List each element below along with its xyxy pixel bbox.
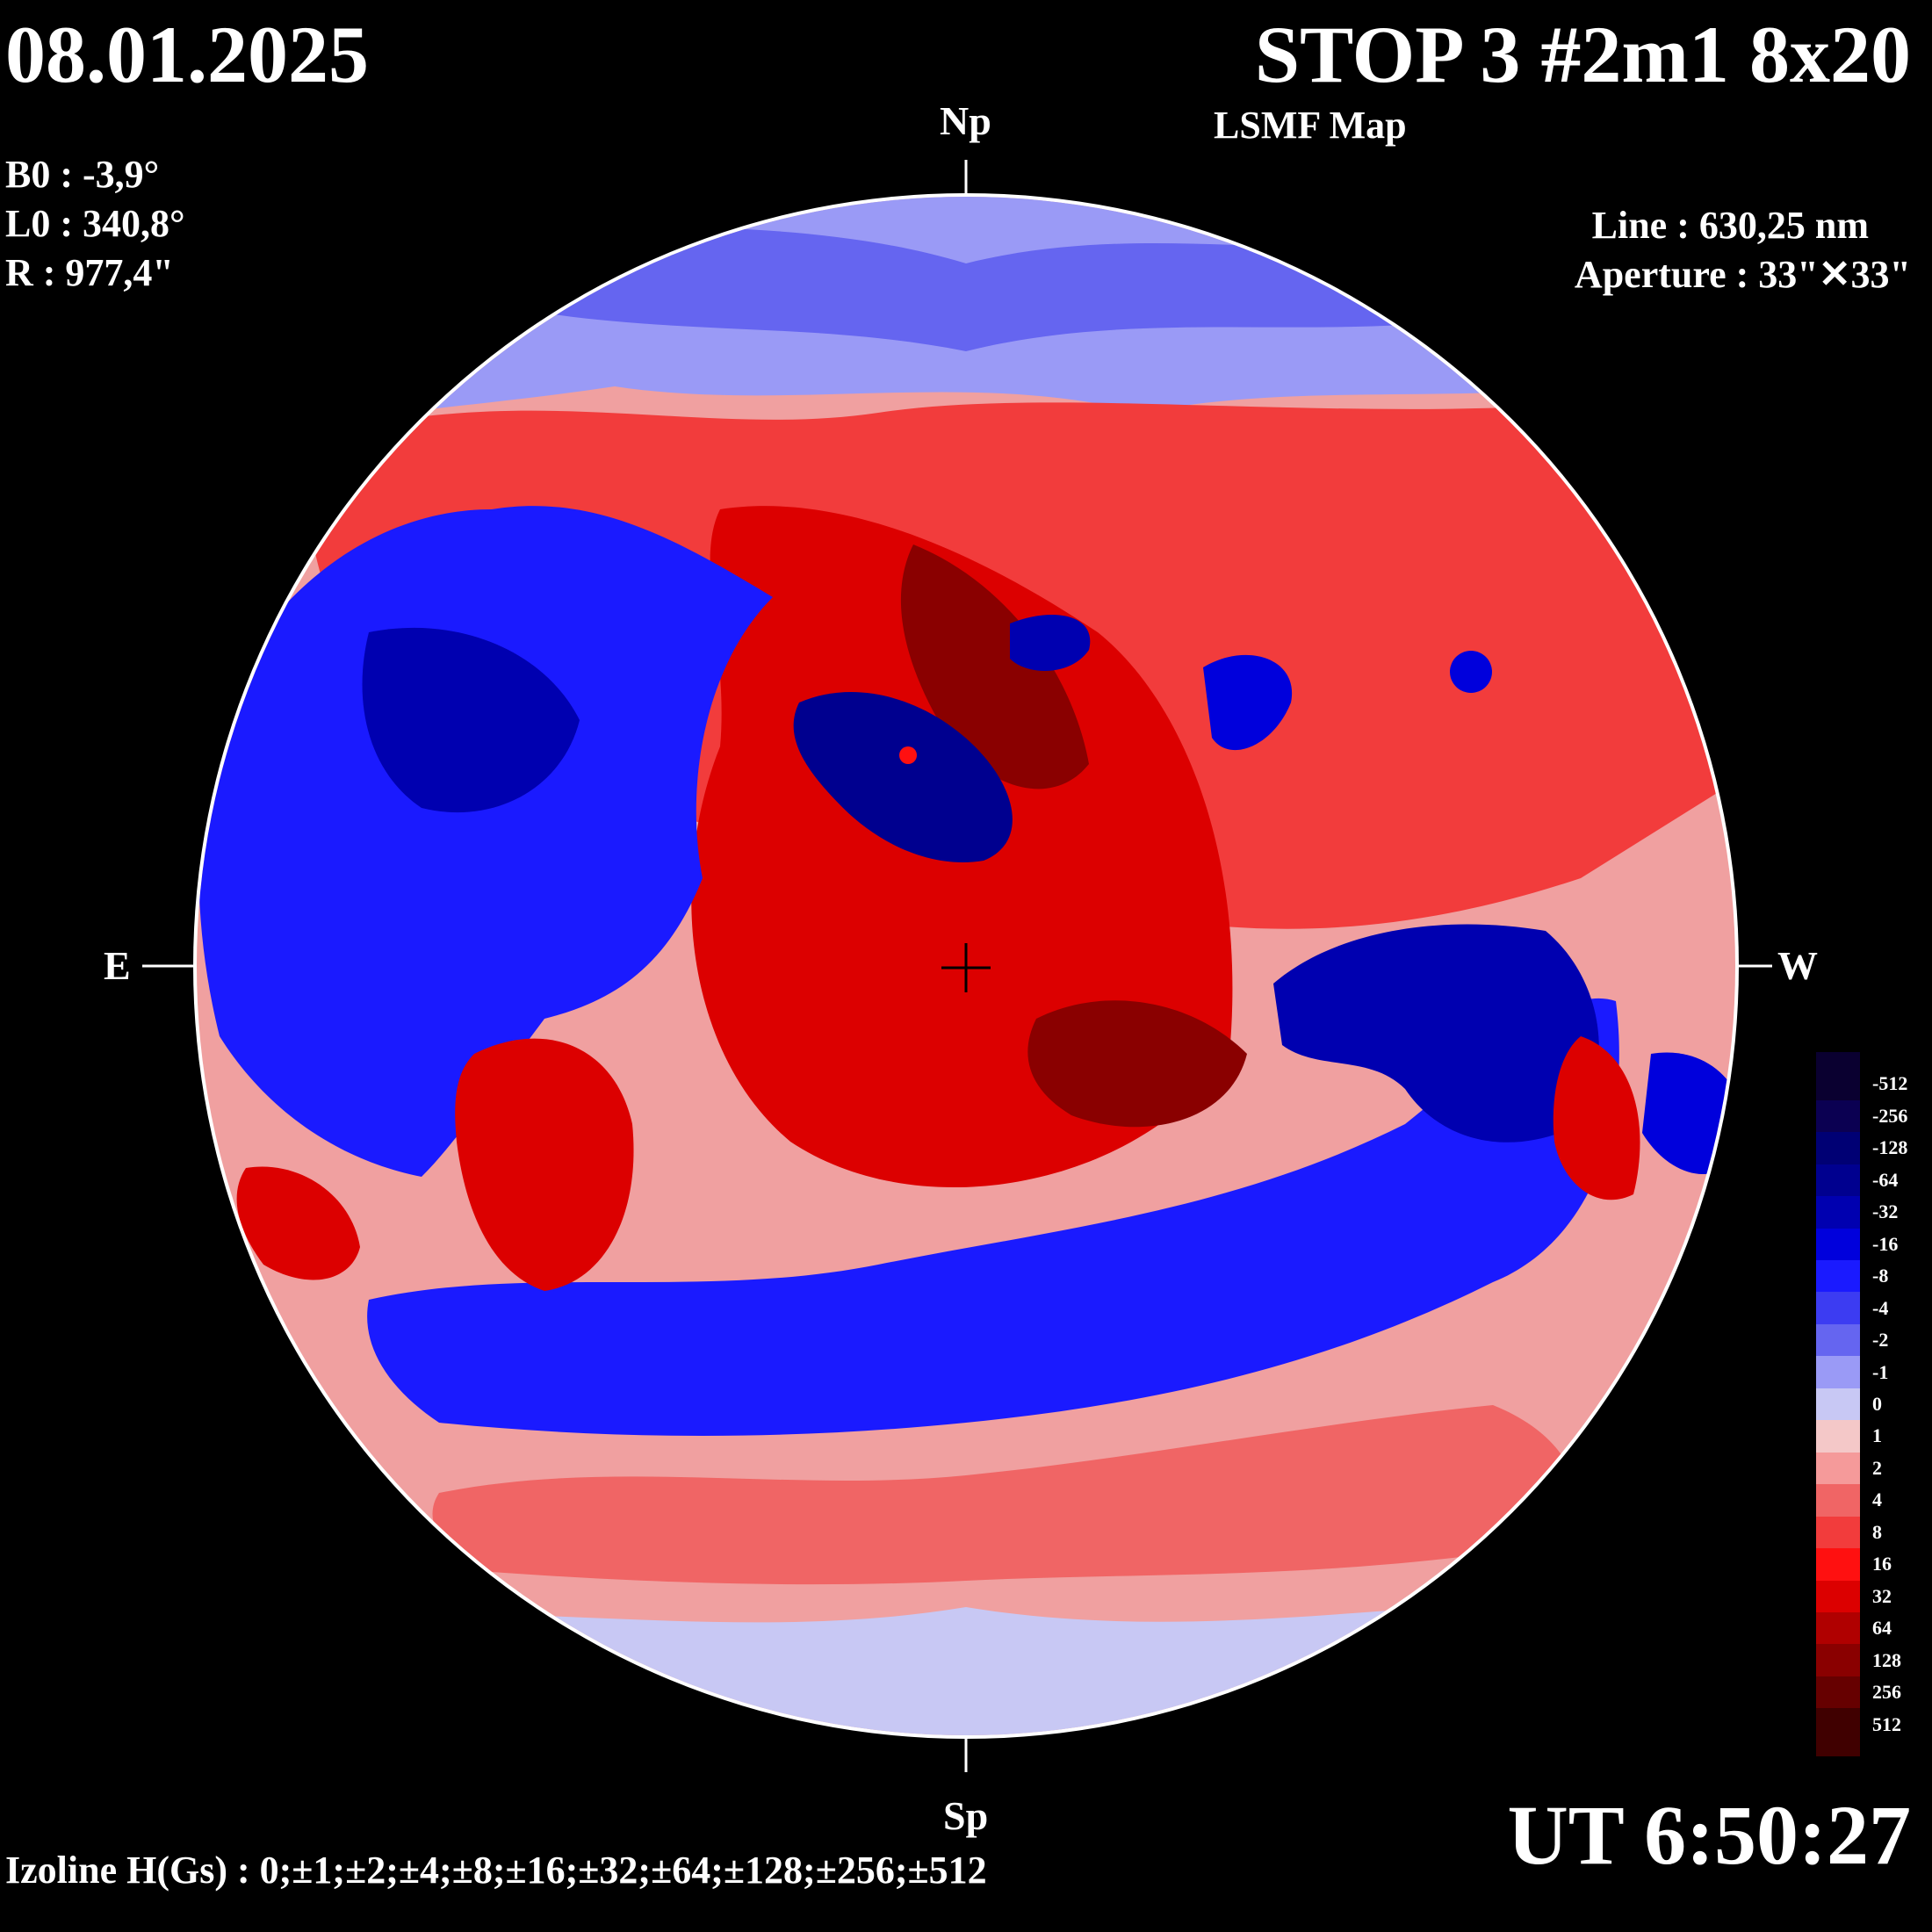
legend-label: -2: [1872, 1329, 1889, 1352]
legend-swatch: [1816, 1580, 1860, 1613]
east-label: E: [104, 943, 131, 988]
legend-label: 256: [1872, 1681, 1901, 1704]
color-scale-legend: -512 -256 -128 -64 -32 -16 -8 -4 -2 -1 0 1 2 4 8 16 32 64…: [1816, 1052, 1913, 1756]
l0-value: L0 : 340,8°: [5, 202, 185, 245]
negative-core-center: [793, 692, 1013, 862]
west-label: W: [1777, 943, 1818, 988]
map-title: STOP 3 #2m1 8x20: [1254, 10, 1911, 99]
b0-value: B0 : -3,9°: [5, 153, 160, 196]
legend-swatch: [1816, 1323, 1860, 1358]
legend-swatch: [1816, 1259, 1860, 1294]
legend-swatch: [1816, 1644, 1860, 1677]
legend-swatch: [1816, 1099, 1860, 1134]
legend-swatch: [1816, 1484, 1860, 1517]
legend-label: 0: [1872, 1393, 1882, 1415]
izoline-levels: Izoline H(Gs) : 0;±1;±2;±4;±8;±16;±32;±6…: [5, 1849, 987, 1892]
negative-region-west: [1273, 924, 1599, 1143]
legend-swatch: [1816, 1420, 1860, 1453]
legend-swatch: [1816, 1164, 1860, 1198]
legend-label: -512: [1872, 1072, 1908, 1095]
positive-island-east-limb: [236, 1166, 360, 1280]
legend-swatch: [1816, 1548, 1860, 1582]
legend-swatch: [1816, 1452, 1860, 1486]
legend-swatch: [1816, 1356, 1860, 1389]
negative-patch-north-1: [1010, 615, 1091, 671]
legend-label: -1: [1872, 1360, 1889, 1383]
legend-label: 32: [1872, 1584, 1892, 1607]
legend-swatch: [1816, 1516, 1860, 1550]
legend-swatch: [1816, 1132, 1860, 1165]
legend-label: 64: [1872, 1617, 1892, 1640]
legend-label: 128: [1872, 1648, 1901, 1671]
positive-spot-center: [899, 746, 917, 764]
legend-swatch: [1816, 1611, 1860, 1646]
radius-value: R : 977,4": [5, 251, 174, 294]
legend-swatch: [1816, 1388, 1860, 1422]
observation-date: 08.01.2025: [5, 10, 369, 99]
legend-label: -8: [1872, 1265, 1889, 1287]
negative-core-east: [362, 627, 580, 813]
legend-swatch: [1816, 1292, 1860, 1325]
legend-label: -32: [1872, 1200, 1899, 1223]
aperture-value: Aperture : 33"✕33": [1574, 253, 1911, 296]
spectral-line: Line : 630,25 nm: [1591, 204, 1869, 247]
legend-label: 512: [1872, 1712, 1901, 1735]
legend-cap: [1816, 1740, 1860, 1756]
legend-swatch: [1816, 1708, 1860, 1741]
positive-island-south-east: [455, 1038, 634, 1291]
negative-belt-south: [367, 998, 1619, 1436]
legend-label: -256: [1872, 1104, 1908, 1127]
universal-time: UT 6:50:27: [1507, 1788, 1911, 1882]
legend-label: -16: [1872, 1232, 1899, 1255]
legend-label: 8: [1872, 1520, 1882, 1543]
legend-label: 1: [1872, 1424, 1882, 1447]
legend-label: 2: [1872, 1456, 1882, 1479]
legend-label: 4: [1872, 1489, 1882, 1511]
positive-strong-core-2: [1027, 1000, 1247, 1128]
north-pole-label: Np: [940, 98, 991, 143]
positive-belt-south: [432, 1405, 1575, 1585]
map-subtitle: LSMF Map: [1214, 104, 1407, 147]
legend-swatch: [1816, 1068, 1860, 1101]
positive-island-west-limb: [1553, 1036, 1640, 1200]
legend-swatch: [1816, 1228, 1860, 1261]
south-pole-label: Sp: [943, 1793, 989, 1838]
legend-swatch: [1816, 1196, 1860, 1229]
negative-patch-north-3: [1450, 651, 1492, 693]
negative-patch-north-2: [1203, 654, 1293, 751]
legend-label: -128: [1872, 1136, 1908, 1159]
legend-label: 16: [1872, 1553, 1892, 1575]
legend-label: -4: [1872, 1296, 1889, 1319]
negative-region-east: [198, 506, 774, 1177]
legend-label: -64: [1872, 1168, 1899, 1191]
legend-swatch: [1816, 1676, 1860, 1710]
south-polar-band: [197, 1595, 1735, 1735]
legend-cap: [1816, 1052, 1860, 1069]
north-polar-core: [439, 211, 1493, 351]
